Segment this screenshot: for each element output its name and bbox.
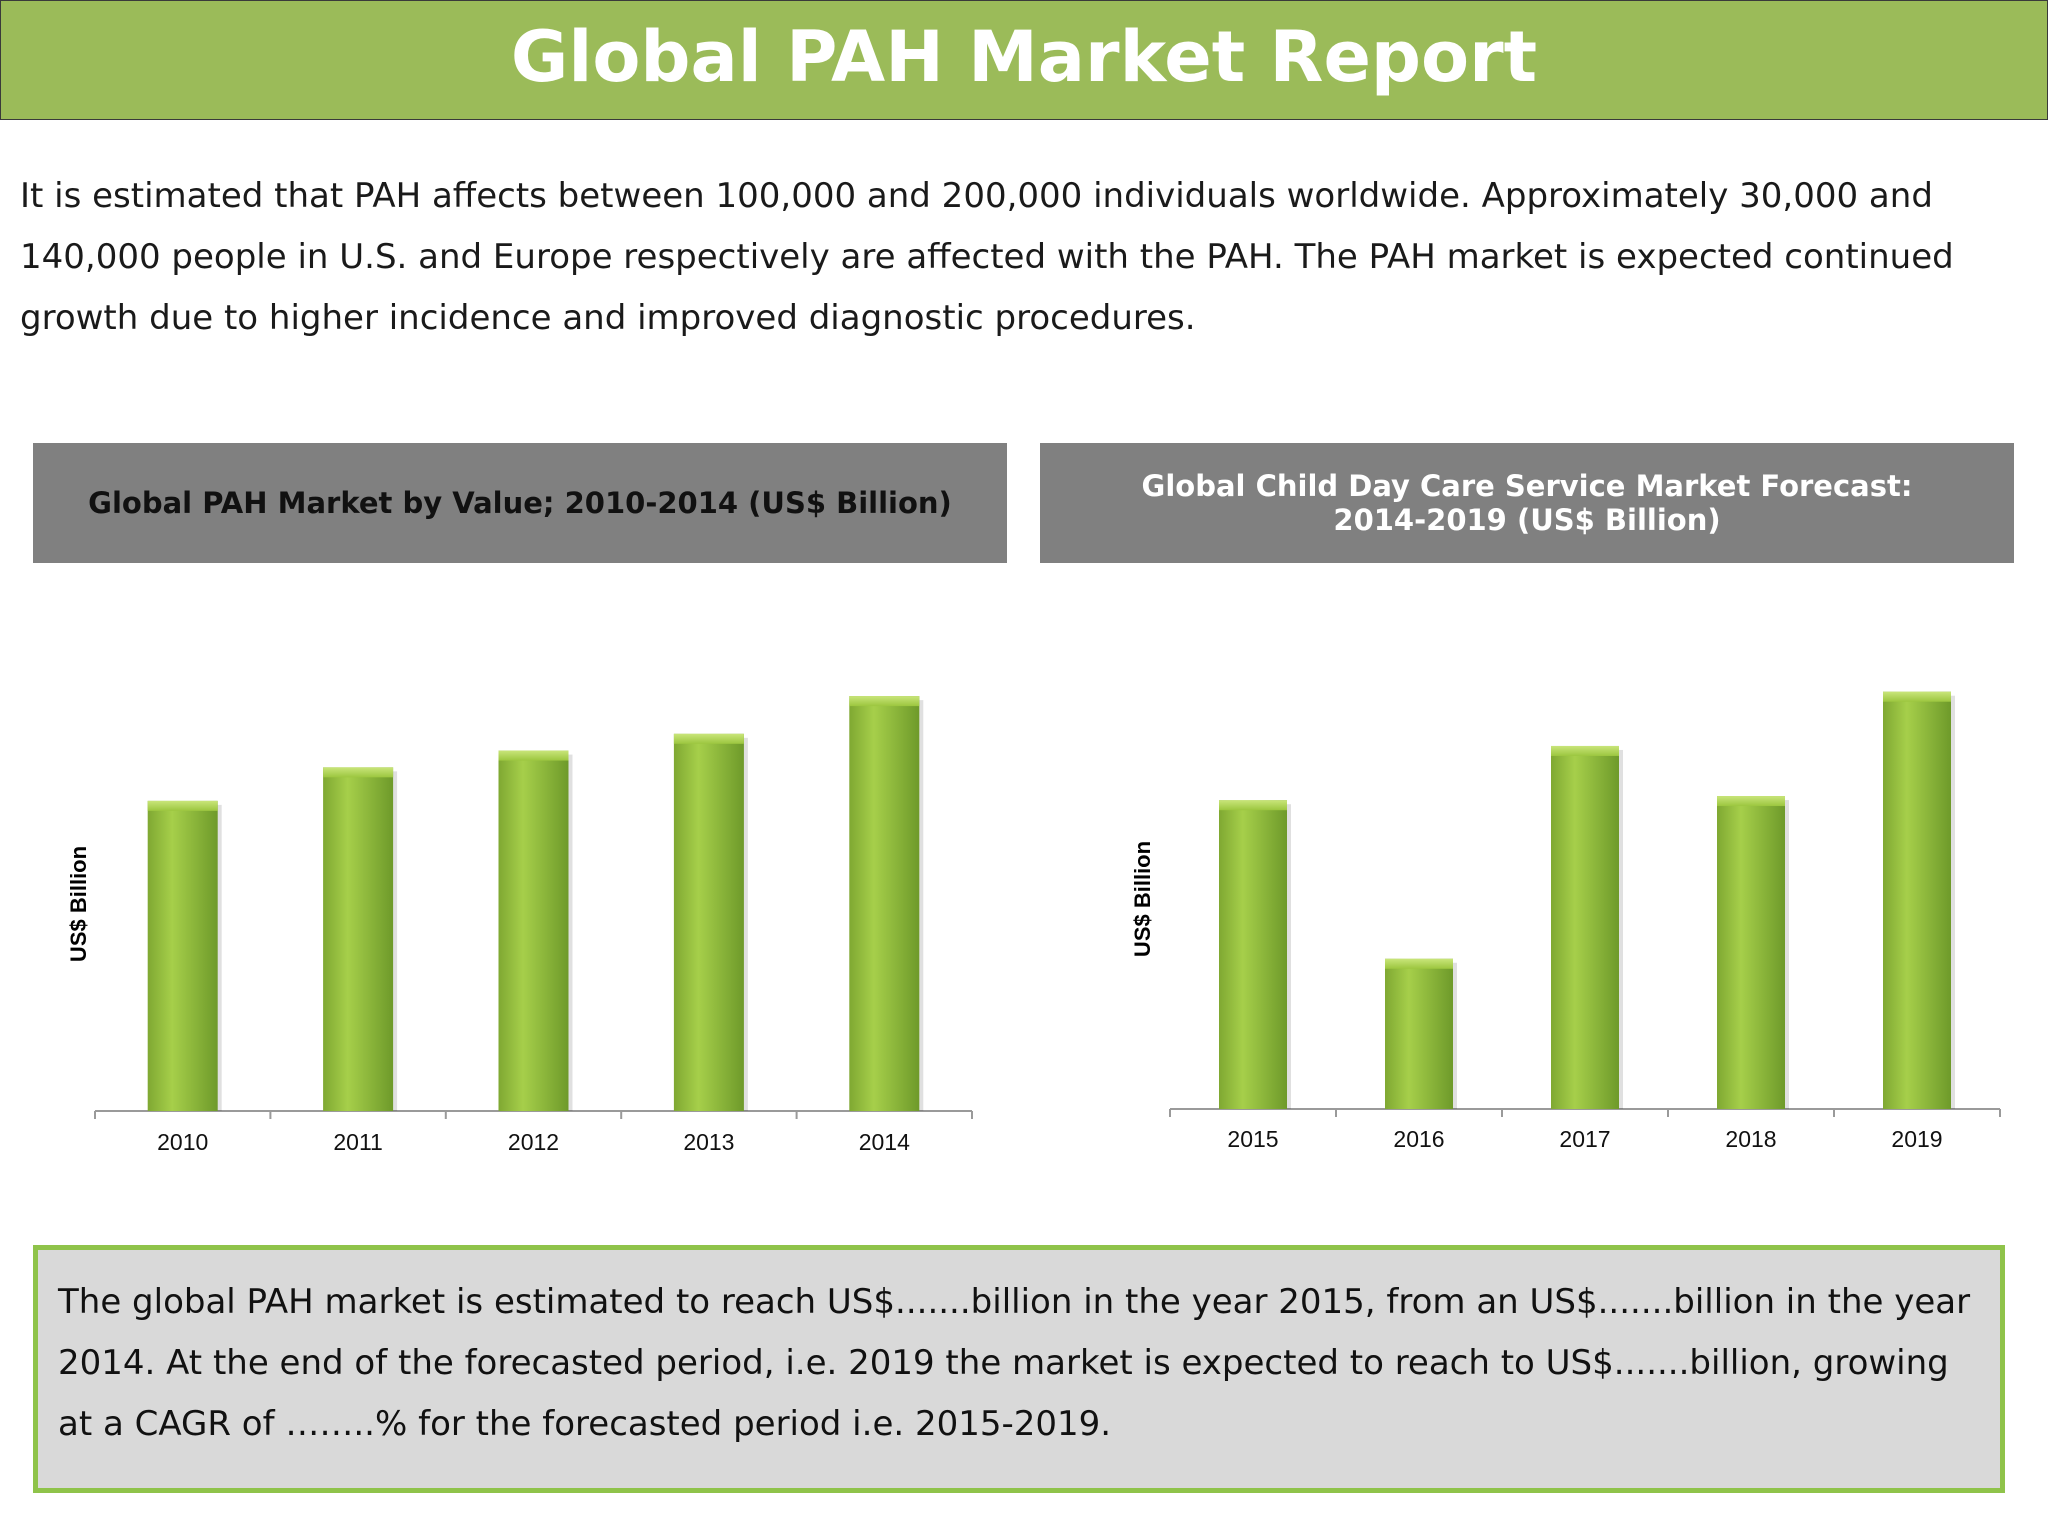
bar-2015 [1219,800,1291,1109]
chart-1-title: Global PAH Market by Value; 2010-2014 (U… [88,486,952,520]
x-tick-label: 2011 [333,1129,382,1155]
x-tick-label: 2013 [683,1129,734,1155]
x-tick-label: 2018 [1725,1126,1776,1152]
chart-1-pah-market-value: 2010 2011 2012 2013 2014 US$ Billion [66,696,973,1155]
bar-2016 [1385,958,1457,1109]
report-title: Global PAH Market Report [510,16,1538,98]
x-tick-label: 2015 [1227,1126,1278,1152]
intro-paragraph: It is estimated that PAH affects between… [20,176,1954,338]
x-tick-label: 2014 [859,1129,910,1155]
chart-2-title: Global Child Day Care Service Market For… [1141,469,1913,537]
y-axis-title: US$ Billion [1130,841,1155,957]
chart-2-title-box: Global Child Day Care Service Market For… [1040,443,2014,563]
bar-2011 [323,767,398,1111]
bar-2013 [673,733,748,1111]
x-tick-label: 2016 [1393,1126,1444,1152]
bar-2014 [849,696,924,1111]
bar-2019 [1883,691,1955,1109]
bar-2012 [498,750,573,1111]
x-tick-label: 2010 [157,1129,208,1155]
chart-2-forecast: 2015 2016 2017 2018 2019 US$ Billion [1130,691,2001,1152]
header-banner: Global PAH Market Report [0,0,2048,120]
y-axis-title: US$ Billion [66,846,91,962]
bar-2010 [147,800,222,1111]
x-tick-label: 2019 [1891,1126,1942,1152]
summary-text: The global PAH market is estimated to re… [58,1282,1971,1444]
bar-2018 [1717,796,1789,1109]
summary-box: The global PAH market is estimated to re… [33,1245,2005,1493]
chart-1-title-box: Global PAH Market by Value; 2010-2014 (U… [33,443,1007,563]
bar-2017 [1551,745,1623,1109]
x-tick-label: 2012 [508,1129,559,1155]
x-tick-label: 2017 [1559,1126,1610,1152]
